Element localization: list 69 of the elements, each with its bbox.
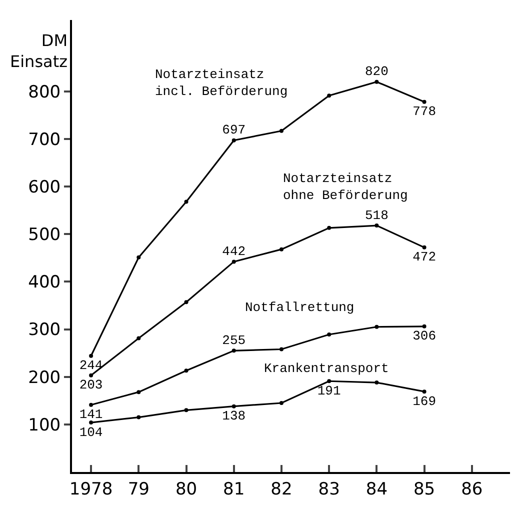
point (136, 390, 141, 394)
y-tick-label: 400 (28, 272, 61, 293)
point (422, 245, 426, 250)
data-label: 255 (222, 332, 246, 348)
x-tick-label: 84 (366, 479, 388, 500)
series-label: Krankentransport (264, 361, 389, 376)
point (327, 379, 332, 384)
point (279, 347, 284, 352)
x-tick-label: 81 (223, 479, 245, 500)
point (374, 224, 379, 228)
data-label: 141 (79, 407, 103, 422)
y-tick-label: 700 (28, 130, 61, 150)
data-label: 203 (79, 378, 103, 393)
data-label: 306 (412, 328, 436, 344)
point (327, 332, 332, 336)
x-tick-label: 1978 (69, 479, 113, 500)
point (232, 260, 236, 264)
x-tick-label: 82 (270, 479, 292, 500)
y-tick-label: 100 (28, 415, 61, 436)
point (136, 336, 141, 340)
point (327, 94, 332, 98)
point (89, 373, 94, 378)
point (184, 368, 188, 373)
x-tick-label: 79 (128, 479, 150, 500)
point (136, 415, 141, 420)
point (89, 420, 94, 425)
point (89, 354, 94, 358)
data-label: 104 (79, 424, 103, 440)
data-label: 169 (412, 394, 436, 409)
point (422, 390, 426, 394)
point (374, 380, 379, 385)
y-tick-label: 300 (28, 320, 61, 340)
point (374, 80, 379, 84)
point (422, 324, 426, 328)
x-tick-label: 80 (175, 479, 198, 500)
x-tick-label: 86 (461, 479, 483, 500)
point (279, 247, 284, 252)
point (232, 348, 236, 353)
point (136, 255, 141, 260)
point (279, 128, 284, 133)
data-label: 820 (364, 64, 388, 80)
point (374, 324, 379, 329)
y-axis-title: DM Einsatz (10, 31, 68, 71)
y-tick-label: 800 (28, 82, 61, 102)
data-label: 191 (317, 383, 341, 398)
series-label: Notarzteinsatz incl. Beförderung (155, 67, 288, 99)
x-tick-label: 83 (318, 479, 340, 500)
y-tick-label: 200 (28, 368, 61, 388)
data-label: 244 (79, 358, 103, 374)
point (184, 408, 188, 412)
point (279, 401, 284, 406)
data-label: 442 (222, 244, 246, 259)
data-label: 697 (222, 122, 246, 138)
point (232, 404, 236, 408)
point (89, 402, 94, 407)
data-label: 518 (364, 208, 388, 223)
y-tick-label: 600 (28, 177, 61, 198)
data-label: 472 (412, 250, 436, 265)
data-label: 138 (222, 408, 246, 424)
y-tick-label: 500 (28, 225, 61, 246)
text: Notarzteinsatz ohne Beförderung (283, 171, 408, 203)
point (184, 200, 188, 204)
point (184, 300, 188, 304)
data-label: 778 (412, 104, 436, 120)
series-label: Notfallrettung (245, 300, 354, 315)
point (232, 138, 236, 142)
point (327, 226, 332, 230)
x-tick-label: 85 (413, 479, 436, 500)
point (422, 100, 426, 104)
